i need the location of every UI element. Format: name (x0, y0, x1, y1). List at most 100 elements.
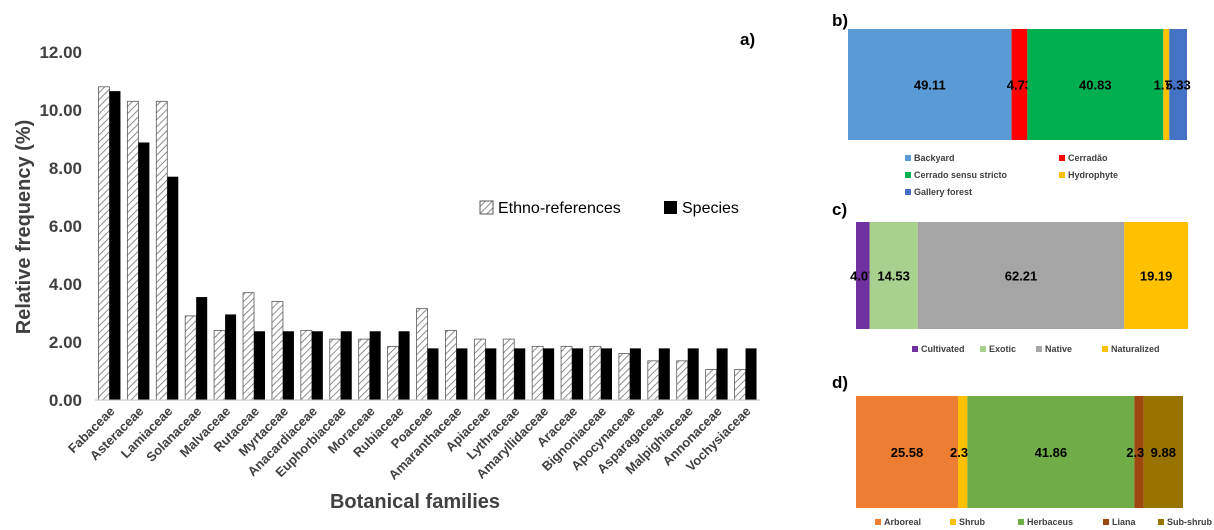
bar-ethno-references-araceae (560, 345, 573, 401)
legend-label-hydrophyte: Hydrophyte (1068, 170, 1118, 180)
y-axis-ticks: 0.00 2.00 4.00 6.00 8.00 10.00 12.00 (39, 43, 82, 410)
segment-cerradao (1011, 29, 1028, 140)
data-label-exotic: 14.53 (877, 269, 910, 284)
legend: Backyard Cerradão Cerrado sensu stricto Hyd… (905, 153, 1118, 197)
bar-ethno-references-solanaceae (184, 315, 197, 401)
panel-d-stacked-bar: d) 25.58 2.35 41.86 2.33 9.88 Arboreal Shrub H… (832, 373, 1212, 527)
legend-swatch-species (664, 201, 677, 214)
bar-ethno-references-rubiaceae (387, 345, 399, 401)
panel-d-label: d) (832, 373, 848, 392)
data-label-herbaceus: 41.86 (1035, 445, 1068, 460)
legend-label-species: Species (682, 200, 739, 217)
segment-hydrophyte (1163, 29, 1170, 140)
segment-cerrado-sensu-stricto (1027, 29, 1164, 140)
bar-species-amaryllidaceae (543, 348, 555, 400)
legend-swatch-herbaceus (1018, 519, 1024, 525)
bar-ethno-references-annonaceae (705, 369, 718, 401)
bar-ethno-references-malvaceae (213, 329, 226, 401)
bar-ethno-references-vochysiaceae (734, 369, 746, 401)
data-label-gallery-forest: 5.33 (1165, 78, 1190, 93)
segment-arboreal (856, 396, 959, 508)
data-label-cerrado-sensu-stricto: 40.83 (1079, 78, 1112, 93)
bar-ethno-references-anacardiaceae (300, 329, 313, 401)
bar-species-lamiaceae (167, 176, 179, 400)
bar-ethno-references-bignoniaceae (589, 345, 602, 401)
data-label-backyard: 49.11 (914, 78, 946, 93)
legend-label-exotic: Exotic (989, 344, 1016, 354)
stacked-bar: 25.58 2.35 41.86 2.33 9.88 (856, 396, 1183, 508)
bar-species-moraceae (369, 331, 381, 400)
bar-ethno-references-apiaceae (473, 338, 486, 401)
legend-label-cerrado-sensu-stricto: Cerrado sensu stricto (914, 170, 1008, 180)
bar-ethno-references-amaranthaceae (445, 329, 457, 401)
bar-species-anacardiaceae (311, 331, 323, 400)
legend-label-herbaceus: Herbaceus (1027, 517, 1073, 527)
legend: Ethno-references Species (479, 200, 739, 217)
bars-group (98, 86, 757, 401)
legend-swatch-ethno-references (479, 200, 494, 215)
legend-label-liana: Liana (1112, 517, 1137, 527)
legend-swatch-exotic (980, 346, 986, 352)
legend-swatch-backyard (905, 155, 911, 161)
panel-b-label: b) (832, 11, 848, 30)
legend-label-cultivated: Cultivated (921, 344, 965, 354)
segment-naturalized (1124, 222, 1188, 329)
bar-species-euphorbiaceae (340, 331, 352, 400)
legend-swatch-shrub (950, 519, 956, 525)
legend-swatch-native (1036, 346, 1042, 352)
bar-ethno-references-lythraceae (502, 338, 515, 401)
bar-species-fabaceae (109, 91, 121, 401)
bar-species-bignoniaceae (600, 348, 612, 400)
bar-ethno-references-amaryllidaceae (531, 345, 544, 401)
bar-ethno-references-rutaceae (242, 292, 255, 401)
x-axis-category-labels: FabaceaeAsteraceaeLamiaceaeSolanaceaeMal… (65, 404, 754, 483)
legend-swatch-cultivated (912, 346, 918, 352)
legend-swatch-gallery-forest (905, 189, 911, 195)
bar-species-solanaceae (196, 297, 208, 400)
legend-label-backyard: Backyard (914, 153, 955, 163)
data-label-naturalized: 19.19 (1140, 269, 1173, 284)
y-tick-label: 8.00 (49, 159, 82, 178)
panel-a-bar-chart: a) 0.00 2.00 4.00 6.00 8.00 10.00 12.00 Fabace… (13, 30, 760, 513)
bar-ethno-references-asparagaceae (647, 360, 660, 401)
panel-b-stacked-bar: b) 49.11 4.73 40.83 1.785.33 Backyard Cerrad… (832, 11, 1191, 197)
bar-ethno-references-apocynaceae (618, 353, 631, 401)
legend: Arboreal Shrub Herbaceus Liana Sub-shrub (875, 517, 1212, 527)
bar-ethno-references-myrtaceae (271, 300, 284, 401)
stacked-bar: 4.07 14.53 62.21 19.19 (850, 222, 1188, 329)
data-label-native: 62.21 (1005, 269, 1038, 284)
y-tick-label: 12.00 (39, 43, 82, 62)
legend-swatch-liana (1103, 519, 1109, 525)
bar-ethno-references-euphorbiaceae (329, 338, 342, 401)
bar-species-apiaceae (485, 348, 497, 400)
bar-species-lythraceae (514, 348, 526, 400)
data-label-arboreal: 25.58 (891, 445, 924, 460)
segment-sub-shrub (1143, 396, 1183, 508)
legend-label-gallery-forest: Gallery forest (914, 187, 972, 197)
y-tick-label: 4.00 (49, 275, 82, 294)
bar-species-rutaceae (254, 331, 266, 400)
bar-ethno-references-lamiaceae (155, 100, 168, 401)
segment-gallery-forest (1169, 29, 1187, 140)
bar-species-asparagaceae (658, 348, 670, 400)
legend-label-ethno-references: Ethno-references (498, 200, 621, 217)
y-tick-label: 0.00 (49, 391, 82, 410)
bar-species-apocynaceae (629, 348, 641, 400)
panel-a-label: a) (740, 30, 755, 49)
bar-ethno-references-fabaceae (98, 86, 110, 401)
panel-c-label: c) (832, 200, 847, 219)
segment-backyard (848, 29, 1012, 140)
panel-c-stacked-bar: c) 4.07 14.53 62.21 19.19 Cultivated Exotic N… (832, 200, 1188, 354)
bar-species-malvaceae (225, 314, 237, 400)
legend-swatch-sub-shrub (1158, 519, 1164, 525)
data-label-cultivated: 4.07 (850, 269, 875, 284)
legend-label-shrub: Shrub (959, 517, 986, 527)
y-tick-label: 10.00 (39, 101, 82, 120)
bar-species-araceae (572, 348, 584, 400)
legend-label-cerradao: Cerradão (1068, 153, 1108, 163)
bar-species-annonaceae (716, 348, 728, 400)
bar-ethno-references-asteraceae (126, 100, 139, 401)
x-axis-title: Botanical families (330, 491, 500, 513)
legend-swatch-arboreal (875, 519, 881, 525)
